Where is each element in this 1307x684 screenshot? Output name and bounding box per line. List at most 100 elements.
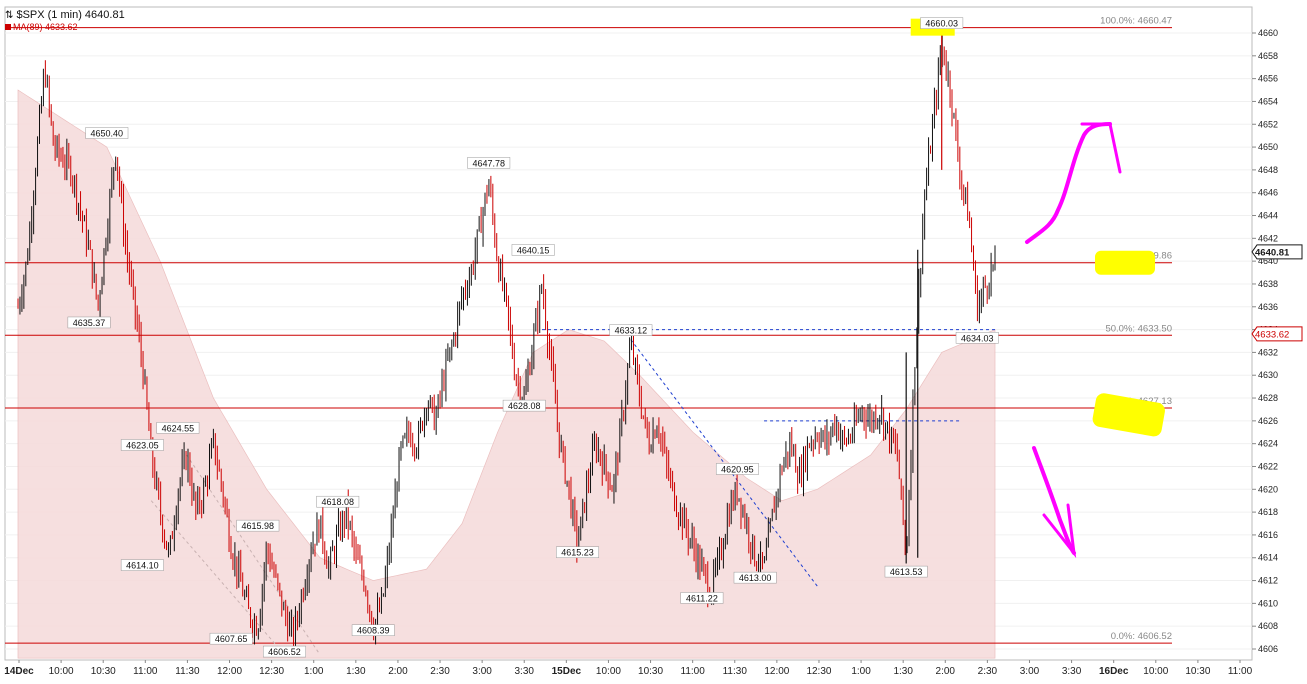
- ma-legend-label: MA(89) 4633.62: [13, 22, 78, 32]
- channel-line: [150, 500, 285, 656]
- price-label: 4635.37: [73, 318, 106, 328]
- candles-layer: [17, 33, 996, 657]
- price-label: 4618.08: [321, 497, 354, 507]
- x-tick-label: 12:30: [806, 666, 831, 677]
- last-price-text: 4640.81: [1255, 247, 1290, 258]
- highlight-382: [1092, 393, 1165, 437]
- y-tick-label: 4610: [1258, 598, 1278, 608]
- x-tick-label: 3:00: [1020, 666, 1040, 677]
- price-label-box: [67, 316, 111, 329]
- y-tick-label: 4624: [1258, 439, 1278, 449]
- annotation-layer: 4660.03 4650.40 4635.37 4647.78 4640.15 4633.…: [67, 17, 1165, 658]
- y-tick-label: 4616: [1258, 530, 1278, 540]
- ma-layer: [17, 89, 996, 659]
- y-axis: 4606 4608 4610 4612 4614 4616 4618 4620 4622 4624…: [1251, 28, 1303, 654]
- chart-title: $SPX (1 min) 4640.81: [16, 9, 125, 21]
- price-label-box: [209, 632, 253, 645]
- y-tick-label: 4648: [1258, 165, 1278, 175]
- price-label: 4614.10: [126, 561, 159, 571]
- price-label-box: [920, 17, 964, 29]
- x-tick-label: 12:30: [259, 666, 284, 677]
- x-tick-label: 11:00: [1228, 666, 1253, 677]
- ma-area: [17, 89, 996, 659]
- x-tick-label: 15Dec: [552, 666, 582, 677]
- price-label: 4608.39: [357, 626, 390, 636]
- hand-drawn-marks: [1025, 122, 1122, 559]
- price-label: 4613.00: [739, 573, 772, 583]
- price-label: 4650.40: [91, 129, 124, 139]
- y-tick-label: 4626: [1258, 416, 1278, 426]
- y-tick-label: 4658: [1258, 51, 1278, 61]
- price-label: 4606.52: [268, 647, 301, 657]
- y-tick-label: 4612: [1258, 576, 1278, 586]
- highlight-618: [1095, 250, 1155, 275]
- fib-label: 0.0%: 4606.52: [1111, 631, 1172, 642]
- price-label: 4628.08: [508, 401, 541, 411]
- price-label-box: [955, 332, 999, 344]
- y-tick-label: 4638: [1258, 279, 1278, 289]
- y-tick-label: 4652: [1258, 119, 1278, 129]
- price-label-box: [502, 399, 546, 412]
- x-tick-label: 10:00: [49, 666, 74, 677]
- price-label: 4607.65: [215, 634, 248, 644]
- y-tick-label: 4606: [1258, 644, 1278, 654]
- price-label: 4620.95: [721, 464, 754, 474]
- y-tick-label: 4630: [1258, 370, 1278, 380]
- x-tick-label: 2:00: [388, 666, 408, 677]
- ma-legend-swatch: [5, 24, 11, 30]
- price-label-box: [715, 463, 759, 475]
- y-tick-label: 4646: [1258, 188, 1278, 198]
- chart-header: ⇅ $SPX (1 min) 4640.81: [5, 9, 125, 21]
- up-arrow-stroke: [1025, 122, 1112, 244]
- y-tick-label: 4622: [1258, 461, 1278, 471]
- y-tick-label: 4620: [1258, 484, 1278, 494]
- x-tick-label: 14Dec: [4, 666, 34, 677]
- x-tick-label: 2:00: [936, 666, 956, 677]
- x-tick-label: 2:30: [430, 666, 450, 677]
- y-tick-label: 4650: [1258, 142, 1278, 152]
- x-tick-label: 1:00: [851, 666, 871, 677]
- y-tick-label: 4608: [1258, 621, 1278, 631]
- price-label-box: [236, 519, 280, 532]
- price-label-box: [316, 495, 360, 508]
- x-tick-label: 10:30: [638, 666, 663, 677]
- ma-price-text: 4633.62: [1255, 329, 1289, 340]
- price-label-box: [156, 422, 200, 434]
- price-label: 4633.12: [615, 326, 648, 336]
- x-tick-label: 11:00: [681, 666, 706, 677]
- down-arrow-stroke: [1032, 446, 1076, 555]
- price-label: 4615.23: [561, 548, 594, 558]
- x-tick-label: 3:30: [1062, 666, 1082, 677]
- price-label-box: [884, 565, 928, 578]
- price-label-box: [609, 324, 653, 336]
- x-tick-label: 10:00: [1143, 666, 1168, 677]
- y-tick-label: 4618: [1258, 507, 1278, 517]
- x-tick-label: 3:00: [472, 666, 492, 677]
- price-label: 4647.78: [472, 158, 505, 168]
- price-label: 4660.03: [925, 19, 958, 29]
- price-label: 4623.05: [126, 441, 159, 451]
- y-tick-label: 4628: [1258, 393, 1278, 403]
- chart-bars-icon: ⇅: [5, 10, 14, 21]
- x-tick-label: 10:00: [596, 666, 621, 677]
- x-tick-label: 1:30: [893, 666, 913, 677]
- last-price-tag: [1251, 244, 1303, 260]
- price-label-box: [467, 157, 511, 169]
- y-tick-label: 4640: [1258, 256, 1278, 266]
- y-tick-label: 4614: [1258, 553, 1278, 563]
- y-tick-label: 4656: [1258, 74, 1278, 84]
- down-arrowhead: [1042, 503, 1077, 559]
- x-axis: 14Dec 10:00 10:30 11:00 11:30 12:00 12:30 1:00 1…: [4, 660, 1253, 677]
- x-tick-label: 12:00: [764, 666, 789, 677]
- price-label: 4640.15: [517, 245, 550, 255]
- price-label-box: [680, 592, 724, 604]
- y-tick-label: 4632: [1258, 347, 1278, 357]
- price-label: 4611.22: [686, 593, 718, 603]
- price-label-box: [351, 624, 395, 636]
- x-tick-label: 11:30: [175, 666, 200, 677]
- price-label-box: [85, 127, 129, 139]
- fib-label: 100.0%: 4660.47: [1100, 16, 1172, 27]
- y-tick-label: 4636: [1258, 302, 1278, 312]
